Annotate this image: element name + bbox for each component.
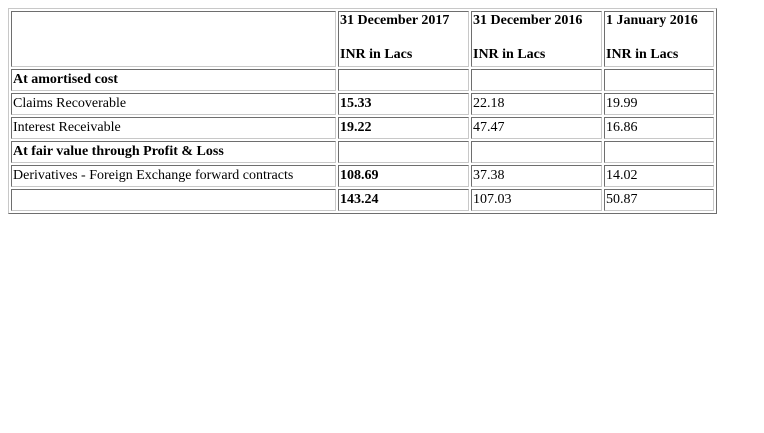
header-date: 31 December 2016 (473, 13, 583, 28)
value-cell (338, 69, 469, 91)
table-row: At fair value through Profit & Loss (11, 141, 714, 163)
value-cell: 16.86 (604, 117, 714, 139)
table-row: Claims Recoverable 15.33 22.18 19.99 (11, 93, 714, 115)
value-cell: 15.33 (338, 93, 469, 115)
value-cell: 37.38 (471, 165, 602, 187)
total-row: 143.24 107.03 50.87 (11, 189, 714, 211)
financial-assets-table: 31 December 2017 INR in Lacs 31 December… (8, 8, 717, 214)
value-cell: 108.69 (338, 165, 469, 187)
value-cell (471, 141, 602, 163)
value-cell (471, 69, 602, 91)
row-label: Claims Recoverable (11, 93, 336, 115)
value-cell: 47.47 (471, 117, 602, 139)
table-row: At amortised cost (11, 69, 714, 91)
row-label: Interest Receivable (11, 117, 336, 139)
header-unit: INR in Lacs (340, 47, 413, 62)
table-row: Interest Receivable 19.22 47.47 16.86 (11, 117, 714, 139)
header-blank-cell (11, 11, 336, 67)
value-cell (604, 69, 714, 91)
value-cell: 22.18 (471, 93, 602, 115)
total-cell: 143.24 (338, 189, 469, 211)
table-row: Derivatives - Foreign Exchange forward c… (11, 165, 714, 187)
value-cell (338, 141, 469, 163)
total-cell: 107.03 (471, 189, 602, 211)
value-cell: 19.99 (604, 93, 714, 115)
section-label: At fair value through Profit & Loss (11, 141, 336, 163)
value-cell (604, 141, 714, 163)
value-cell: 14.02 (604, 165, 714, 187)
value-cell: 19.22 (338, 117, 469, 139)
header-cell-jan-2016: 1 January 2016 INR in Lacs (604, 11, 714, 67)
row-label (11, 189, 336, 211)
total-cell: 50.87 (604, 189, 714, 211)
header-cell-2016: 31 December 2016 INR in Lacs (471, 11, 602, 67)
header-unit: INR in Lacs (473, 47, 546, 62)
header-cell-2017: 31 December 2017 INR in Lacs (338, 11, 469, 67)
header-date: 1 January 2016 (606, 13, 698, 28)
header-date: 31 December 2017 (340, 13, 450, 28)
table-header-row: 31 December 2017 INR in Lacs 31 December… (11, 11, 714, 67)
header-unit: INR in Lacs (606, 47, 679, 62)
section-label: At amortised cost (11, 69, 336, 91)
row-label: Derivatives - Foreign Exchange forward c… (11, 165, 336, 187)
